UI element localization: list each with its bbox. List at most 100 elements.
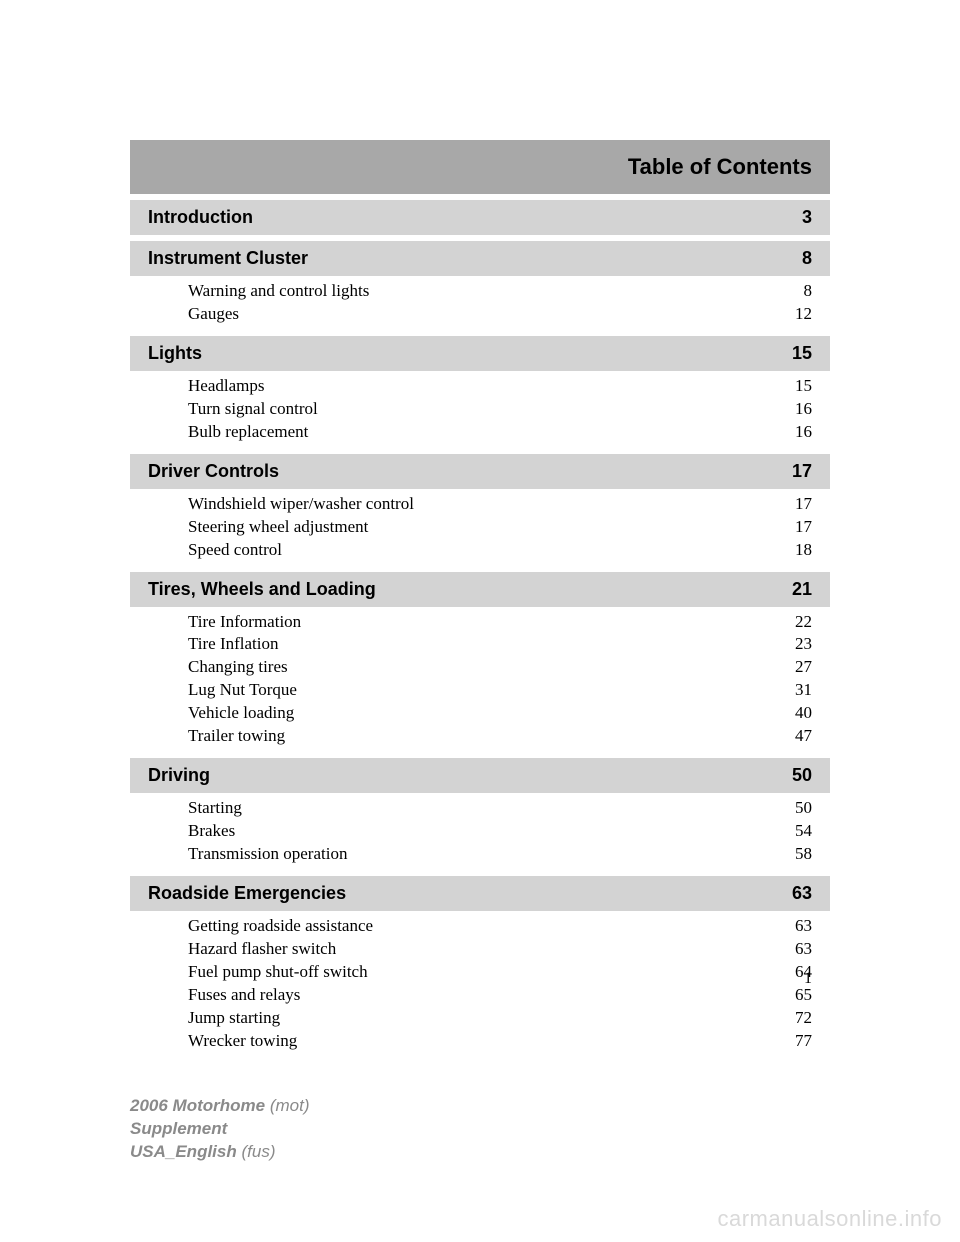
toc-sub-page: 22: [795, 611, 812, 634]
footer-lang-code: (fus): [241, 1142, 275, 1161]
toc-sub-label: Changing tires: [188, 656, 288, 679]
toc-title: Table of Contents: [628, 154, 812, 179]
toc-sub-page: 63: [795, 915, 812, 938]
toc-sub-label: Jump starting: [188, 1007, 280, 1030]
toc-sub-row: Fuses and relays65: [188, 984, 812, 1007]
toc-sub-page: 8: [804, 280, 813, 303]
toc-sub-page: 77: [795, 1030, 812, 1053]
toc-sub-page: 50: [795, 797, 812, 820]
toc-sub-row: Headlamps 15: [188, 375, 812, 398]
toc-sub-page: 16: [795, 398, 812, 421]
footer-model-code: (mot): [270, 1096, 310, 1115]
toc-section-header: Instrument Cluster 8: [130, 241, 830, 276]
footer-supplement: Supplement: [130, 1119, 227, 1138]
toc-section-page: 3: [802, 207, 812, 228]
toc-sub-page: 54: [795, 820, 812, 843]
toc-sub-page: 17: [795, 493, 812, 516]
toc-sub-row: Speed control 18: [188, 539, 812, 562]
toc-sub-page: 18: [795, 539, 812, 562]
toc-section-header: Introduction 3: [130, 200, 830, 235]
toc-sub-page: 17: [795, 516, 812, 539]
toc-sub-label: Tire Inflation: [188, 633, 279, 656]
toc-sub-label: Hazard flasher switch: [188, 938, 336, 961]
toc-sub-label: Windshield wiper/washer control: [188, 493, 414, 516]
toc-section-title: Lights: [148, 343, 202, 364]
toc-section-header: Lights 15: [130, 336, 830, 371]
watermark: carmanualsonline.info: [717, 1206, 942, 1232]
footer-line-3: USA_English (fus): [130, 1141, 310, 1164]
toc-section-page: 8: [802, 248, 812, 269]
toc-section-title: Driver Controls: [148, 461, 279, 482]
footer-model: 2006 Motorhome: [130, 1096, 265, 1115]
toc-sub-row: Gauges 12: [188, 303, 812, 326]
toc-sub-row: Lug Nut Torque31: [188, 679, 812, 702]
toc-sub-page: 47: [795, 725, 812, 748]
toc-section-title: Instrument Cluster: [148, 248, 308, 269]
toc-section-page: 15: [792, 343, 812, 364]
toc-sub-block: Windshield wiper/washer control17Steerin…: [130, 489, 830, 566]
toc-sub-label: Turn signal control: [188, 398, 318, 421]
toc-sub-page: 27: [795, 656, 812, 679]
toc-section-title: Introduction: [148, 207, 253, 228]
toc-section-title: Tires, Wheels and Loading: [148, 579, 376, 600]
toc-sub-row: Tire Inflation 23: [188, 633, 812, 656]
footer-lang: USA_English: [130, 1142, 237, 1161]
toc-sub-label: Trailer towing: [188, 725, 285, 748]
toc-section-page: 50: [792, 765, 812, 786]
toc-sub-row: Steering wheel adjustment 17: [188, 516, 812, 539]
toc-sections: Introduction3Instrument Cluster8Warning …: [130, 200, 830, 1057]
toc-sub-page: 40: [795, 702, 812, 725]
toc-sub-label: Steering wheel adjustment: [188, 516, 368, 539]
toc-sub-label: Bulb replacement: [188, 421, 308, 444]
toc-sub-page: 23: [795, 633, 812, 656]
toc-sub-row: Hazard flasher switch 63: [188, 938, 812, 961]
toc-sub-block: Starting50Brakes54Transmission operation…: [130, 793, 830, 870]
toc-sub-label: Gauges: [188, 303, 239, 326]
toc-section-title: Roadside Emergencies: [148, 883, 346, 904]
toc-sub-row: Bulb replacement16: [188, 421, 812, 444]
toc-sub-label: Wrecker towing: [188, 1030, 297, 1053]
page-number: 1: [804, 970, 812, 988]
toc-sub-row: Trailer towing 47: [188, 725, 812, 748]
toc-sub-label: Tire Information: [188, 611, 301, 634]
toc-sub-page: 63: [795, 938, 812, 961]
toc-sub-row: Starting 50: [188, 797, 812, 820]
toc-section-page: 17: [792, 461, 812, 482]
toc-sub-label: Brakes: [188, 820, 235, 843]
toc-sub-row: Warning and control lights 8: [188, 280, 812, 303]
toc-section-header: Driving 50: [130, 758, 830, 793]
toc-sub-block: Headlamps15Turn signal control16Bulb rep…: [130, 371, 830, 448]
toc-section-header: Driver Controls 17: [130, 454, 830, 489]
toc-sub-block: Warning and control lights 8 Gauges 12: [130, 276, 830, 330]
toc-section-page: 63: [792, 883, 812, 904]
toc-sub-block: Getting roadside assistance63Hazard flas…: [130, 911, 830, 1057]
toc-sub-label: Transmission operation: [188, 843, 347, 866]
toc-sub-block: Tire Information22Tire Inflation23Changi…: [130, 607, 830, 753]
toc-sub-row: Windshield wiper/washer control 17: [188, 493, 812, 516]
toc-sub-page: 15: [795, 375, 812, 398]
toc-section-page: 21: [792, 579, 812, 600]
footer: 2006 Motorhome (mot) Supplement USA_Engl…: [130, 1095, 310, 1164]
toc-sub-label: Starting: [188, 797, 242, 820]
toc-sub-label: Speed control: [188, 539, 282, 562]
toc-sub-label: Getting roadside assistance: [188, 915, 373, 938]
toc-sub-label: Lug Nut Torque: [188, 679, 297, 702]
toc-sub-label: Vehicle loading: [188, 702, 294, 725]
toc-sub-row: Getting roadside assistance 63: [188, 915, 812, 938]
toc-sub-label: Warning and control lights: [188, 280, 369, 303]
toc-sub-row: Jump starting 72: [188, 1007, 812, 1030]
toc-section-header: Tires, Wheels and Loading 21: [130, 572, 830, 607]
page-content: Table of Contents Introduction 3 Instrumen…: [130, 140, 830, 1057]
toc-sub-row: Transmission operation58: [188, 843, 812, 866]
toc-sub-label: Headlamps: [188, 375, 264, 398]
toc-sub-row: Wrecker towing 77: [188, 1030, 812, 1053]
toc-sub-page: 72: [795, 1007, 812, 1030]
toc-sub-label: Fuses and relays: [188, 984, 300, 1007]
toc-sub-page: 12: [795, 303, 812, 326]
footer-line-2: Supplement: [130, 1118, 310, 1141]
toc-sub-row: Changing tires 27: [188, 656, 812, 679]
toc-section-header: Roadside Emergencies 63: [130, 876, 830, 911]
toc-section-title: Driving: [148, 765, 210, 786]
footer-line-1: 2006 Motorhome (mot): [130, 1095, 310, 1118]
toc-sub-row: Vehicle loading 40: [188, 702, 812, 725]
